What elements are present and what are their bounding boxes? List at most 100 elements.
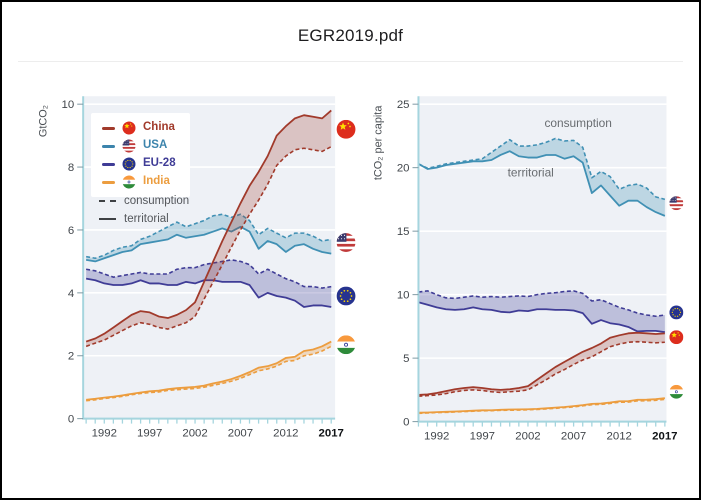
right-chart: 0 5 10 15 20 25 1992 1997 2002 2007 2012 2017 tCO₂ p… <box>373 96 684 442</box>
usa-consumption-line <box>85 213 332 260</box>
territorial-key: territorial <box>99 213 189 225</box>
eu28-band <box>86 259 332 308</box>
svg-text:1997: 1997 <box>470 430 495 442</box>
header-divider <box>18 61 683 62</box>
usa-line-sample <box>102 144 115 148</box>
left-chart: 0 2 4 6 8 10 1992 1997 2002 2007 2012 2017 GtCO₂ <box>37 96 356 439</box>
eu28-series <box>85 259 332 308</box>
svg-text:2007: 2007 <box>228 427 253 439</box>
annotation-territorial: territorial <box>508 166 554 180</box>
svg-text:2012: 2012 <box>607 430 632 442</box>
india-series <box>418 397 665 415</box>
india-consumption-line <box>86 345 332 402</box>
usa-flag-icon <box>669 196 684 211</box>
svg-text:1997: 1997 <box>137 427 162 439</box>
x-ticks: 1992 1997 2002 2007 2012 2017 <box>85 418 344 439</box>
document-title: EGR2019.pdf <box>297 26 404 45</box>
usa-band <box>86 214 332 262</box>
eu28-territorial-line <box>418 301 665 334</box>
eu28-territorial-line <box>85 277 332 308</box>
legend-label-india: India <box>143 175 170 188</box>
eu28-series <box>418 290 665 334</box>
svg-text:2012: 2012 <box>273 427 298 439</box>
svg-text:2: 2 <box>68 351 74 363</box>
y-ticks: 0 5 10 15 20 25 <box>397 99 419 429</box>
eu28-line-sample <box>102 162 115 166</box>
y-axis-label: GtCO₂ <box>37 105 49 137</box>
territorial-key-label: territorial <box>124 213 169 225</box>
plot-background <box>418 96 667 422</box>
china-territorial-line <box>85 109 332 343</box>
india-flag-icon <box>122 175 136 189</box>
china-flag-icon <box>122 121 136 135</box>
svg-text:4: 4 <box>68 288 74 300</box>
usa-series <box>418 137 666 217</box>
usa-flag-icon <box>336 233 356 252</box>
line-style-key: consumption territorial <box>99 195 189 225</box>
legend-label-china: China <box>143 121 175 134</box>
china-line-sample <box>102 126 115 130</box>
svg-text:1992: 1992 <box>92 427 117 439</box>
annotation-consumption: consumption <box>544 116 611 130</box>
legend-label-usa: USA <box>143 139 168 152</box>
svg-text:2017: 2017 <box>652 430 677 442</box>
legend-item-eu28: EU-28 <box>102 157 176 171</box>
china-flag-icon <box>336 119 356 139</box>
consumption-key: consumption <box>99 195 189 207</box>
svg-text:6: 6 <box>68 225 74 237</box>
x-ticks: 1992 1997 2002 2007 2012 2017 <box>417 421 678 442</box>
legend-item-india: India <box>102 175 176 189</box>
china-territorial-line <box>418 331 665 396</box>
eu-flag-icon <box>669 305 684 320</box>
svg-text:2007: 2007 <box>561 430 586 442</box>
legend-item-usa: USA <box>102 139 176 153</box>
china-consumption-line <box>418 340 665 398</box>
svg-text:5: 5 <box>403 353 409 365</box>
gridlines <box>418 103 667 359</box>
usa-territorial-line <box>418 150 666 217</box>
india-territorial-line <box>86 340 332 401</box>
svg-text:15: 15 <box>397 226 410 238</box>
svg-text:1992: 1992 <box>424 430 449 442</box>
china-series <box>85 109 332 348</box>
consumption-key-label: consumption <box>124 195 190 207</box>
usa-consumption-line <box>418 137 666 201</box>
svg-text:2017: 2017 <box>319 427 344 439</box>
legend-label-eu28: EU-28 <box>143 157 176 170</box>
svg-text:20: 20 <box>397 163 410 175</box>
eu28-consumption-line <box>418 290 665 318</box>
india-flag-icon <box>336 335 356 355</box>
gridlines <box>83 103 336 357</box>
india-flag-icon <box>122 175 136 189</box>
india-line-sample <box>102 180 115 184</box>
usa-flag-icon <box>122 139 136 153</box>
y-axis-label: tCO₂ per capita <box>373 105 385 180</box>
china-band <box>86 110 332 347</box>
svg-text:8: 8 <box>68 162 74 174</box>
y-ticks: 0 2 4 6 8 10 <box>62 99 84 426</box>
legend: China USA EU-28 India <box>91 113 190 197</box>
solid-line-icon <box>99 218 116 220</box>
china-flag-icon <box>669 330 684 345</box>
india-flag-icon <box>669 384 684 399</box>
svg-text:0: 0 <box>403 417 409 429</box>
china-band <box>418 332 665 397</box>
india-series <box>86 340 332 402</box>
china-flag-icon <box>122 121 136 135</box>
usa-band <box>418 138 665 216</box>
svg-text:0: 0 <box>68 414 74 426</box>
svg-text:2002: 2002 <box>182 427 207 439</box>
dashed-line-icon <box>99 200 116 202</box>
eu-flag-icon <box>122 157 136 171</box>
svg-text:2002: 2002 <box>515 430 540 442</box>
india-territorial-line <box>418 397 665 414</box>
usa-flag-icon <box>122 139 136 153</box>
usa-territorial-line <box>85 225 332 263</box>
china-series <box>418 331 665 398</box>
legend-item-china: China <box>102 121 176 135</box>
eu-flag-icon <box>122 157 136 171</box>
china-consumption-line <box>85 145 332 348</box>
eu-flag-icon <box>336 286 356 306</box>
